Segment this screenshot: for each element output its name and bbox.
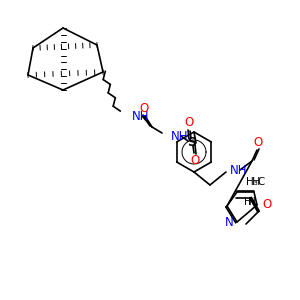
Text: O: O	[184, 116, 194, 130]
Text: NH: NH	[171, 130, 188, 142]
Text: O: O	[262, 199, 271, 212]
Text: S: S	[188, 136, 196, 148]
Text: NH: NH	[230, 164, 247, 178]
Text: H: H	[252, 177, 260, 187]
Text: H₃C: H₃C	[246, 177, 266, 187]
Text: O: O	[190, 154, 200, 167]
Text: O: O	[254, 136, 262, 149]
Text: H: H	[244, 197, 252, 207]
Text: NH: NH	[132, 110, 149, 122]
Text: N: N	[225, 217, 234, 230]
Text: O: O	[140, 103, 148, 116]
Text: H: H	[248, 197, 256, 207]
